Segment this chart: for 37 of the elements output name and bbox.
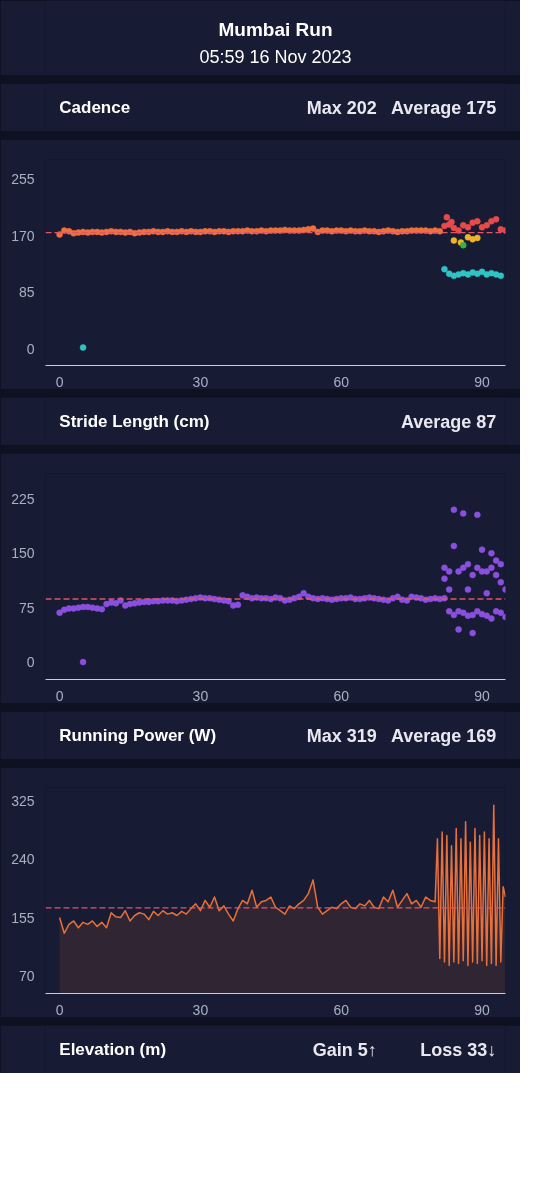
text: Elevation (m) (59, 1040, 167, 1059)
text: 05:59 16 Nov 2023 (199, 46, 352, 67)
text: Max 319 (306, 725, 377, 746)
y-tick-label: 150 (11, 545, 35, 562)
x-tick-label: 60 (333, 373, 350, 390)
y-tick-label: 75 (18, 599, 35, 616)
x-tick-label: 60 (333, 687, 350, 704)
x-tick-label: 90 (474, 373, 491, 390)
text: Average 87 (400, 411, 497, 432)
y-tick-label: 325 (11, 793, 35, 810)
y-tick-label: 170 (11, 227, 35, 244)
x-tick-label: 30 (192, 1001, 209, 1018)
y-tick-label: 0 (26, 654, 35, 671)
chart-title: Cadence (59, 98, 131, 117)
text: Loss 33↓ (420, 1039, 497, 1060)
y-tick-label: 70 (18, 967, 35, 984)
y-tick-label: 225 (11, 490, 35, 507)
chart-title: Running Power (W) (59, 726, 217, 745)
x-tick-label: 90 (474, 1001, 491, 1018)
x-tick-label: 30 (192, 687, 209, 704)
y-tick-label: 255 (11, 171, 35, 188)
text: Average 169 (390, 725, 497, 746)
chart-title: Stride Length (cm) (59, 412, 210, 431)
y-tick-label: 240 (11, 851, 35, 868)
x-tick-label: 0 (55, 373, 64, 390)
y-tick-label: 0 (26, 340, 35, 357)
text: Gain 5↑ (312, 1039, 377, 1060)
x-tick-label: 60 (333, 1001, 350, 1018)
y-tick-label: 85 (18, 284, 35, 301)
text: Average 175 (390, 97, 497, 118)
x-tick-label: 0 (55, 687, 64, 704)
y-tick-label: 155 (11, 909, 35, 926)
x-tick-label: 90 (474, 687, 491, 704)
text: Max 202 (306, 97, 377, 118)
x-tick-label: 30 (192, 373, 209, 390)
text: Mumbai Run (218, 18, 333, 40)
x-tick-label: 0 (55, 1001, 64, 1018)
